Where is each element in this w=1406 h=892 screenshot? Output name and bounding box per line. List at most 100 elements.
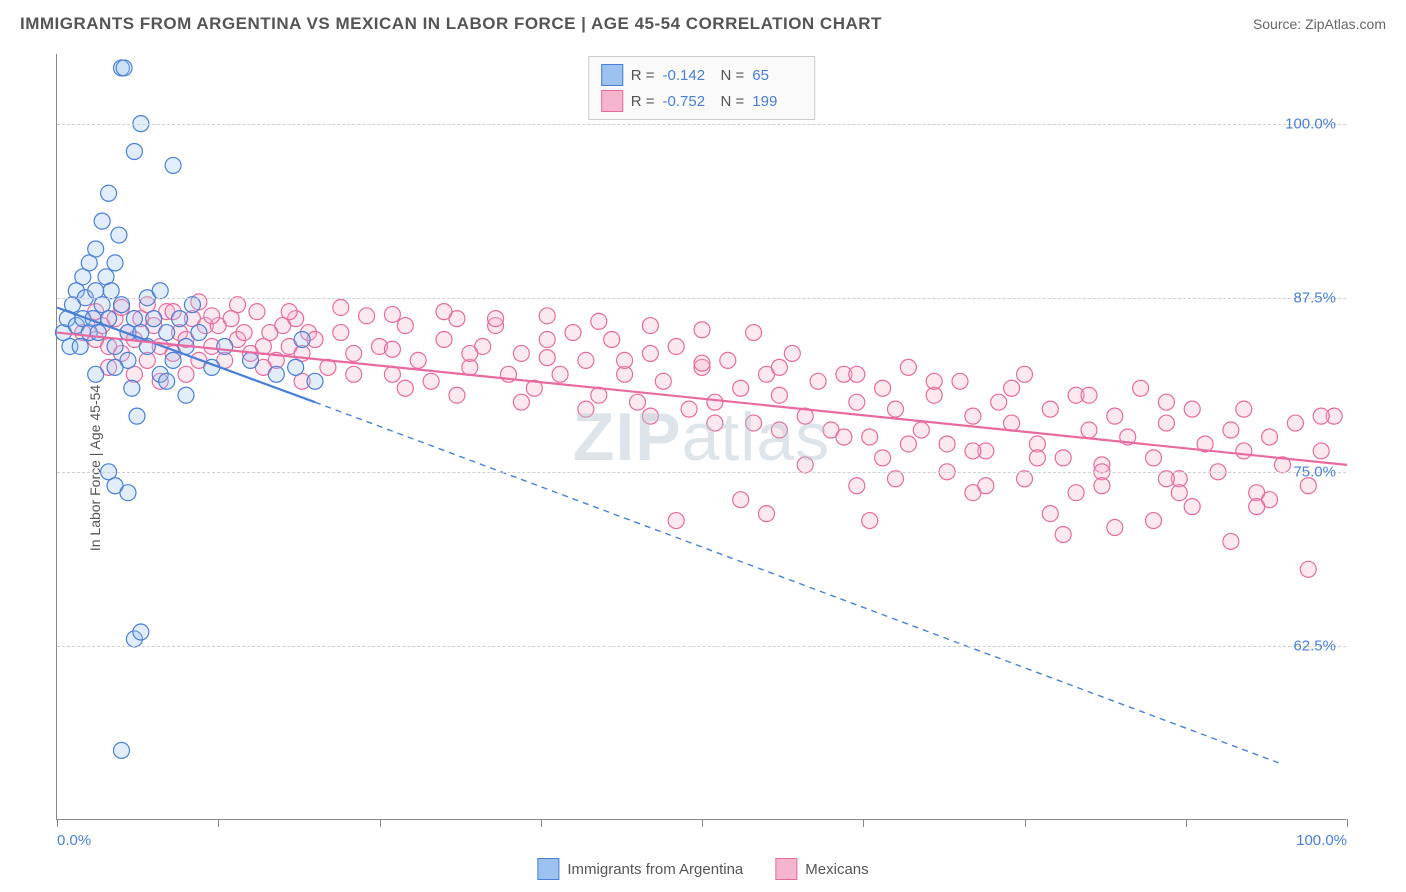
data-point	[72, 338, 88, 354]
data-point	[655, 373, 671, 389]
data-point	[784, 345, 800, 361]
data-point	[1184, 401, 1200, 417]
data-point	[539, 350, 555, 366]
data-point	[630, 394, 646, 410]
data-point	[591, 313, 607, 329]
y-tick-label: 75.0%	[1293, 463, 1336, 480]
data-point	[204, 308, 220, 324]
data-point	[642, 408, 658, 424]
data-point	[1017, 471, 1033, 487]
data-point	[1133, 380, 1149, 396]
data-point	[107, 338, 123, 354]
data-point	[1249, 499, 1265, 515]
data-point	[436, 332, 452, 348]
x-tick	[863, 819, 864, 827]
data-point	[230, 297, 246, 313]
data-point	[1107, 408, 1123, 424]
data-point	[862, 513, 878, 529]
data-point	[410, 352, 426, 368]
data-point	[849, 394, 865, 410]
data-point	[111, 227, 127, 243]
data-point	[862, 429, 878, 445]
data-point	[146, 311, 162, 327]
data-point	[133, 624, 149, 640]
data-point	[1042, 401, 1058, 417]
data-point	[116, 60, 132, 76]
swatch-argentina	[601, 64, 623, 86]
x-tick	[1347, 819, 1348, 827]
data-point	[771, 387, 787, 403]
data-point	[1146, 450, 1162, 466]
data-point	[797, 457, 813, 473]
data-point	[243, 352, 259, 368]
data-point	[1068, 485, 1084, 501]
data-point	[1004, 415, 1020, 431]
data-point	[103, 283, 119, 299]
data-point	[88, 366, 104, 382]
data-point	[165, 157, 181, 173]
data-point	[1017, 366, 1033, 382]
data-point	[875, 450, 891, 466]
correlation-legend: R = -0.142 N = 65 R = -0.752 N = 199	[588, 56, 816, 120]
data-point	[1158, 394, 1174, 410]
data-point	[178, 387, 194, 403]
data-point	[172, 311, 188, 327]
data-point	[694, 355, 710, 371]
data-point	[604, 332, 620, 348]
data-point	[565, 325, 581, 341]
data-point	[178, 366, 194, 382]
data-point	[165, 352, 181, 368]
legend-row-mexicans: R = -0.752 N = 199	[601, 88, 803, 114]
data-point	[836, 429, 852, 445]
data-point	[333, 325, 349, 341]
data-point	[384, 366, 400, 382]
data-point	[1313, 408, 1329, 424]
data-point	[288, 359, 304, 375]
data-point	[101, 185, 117, 201]
legend-row-argentina: R = -0.142 N = 65	[601, 62, 803, 88]
data-point	[1223, 422, 1239, 438]
data-point	[191, 325, 207, 341]
x-tick	[380, 819, 381, 827]
data-point	[617, 352, 633, 368]
data-point	[449, 387, 465, 403]
data-point	[939, 436, 955, 452]
data-point	[1223, 533, 1239, 549]
swatch-mexicans	[775, 858, 797, 880]
chart-title: IMMIGRANTS FROM ARGENTINA VS MEXICAN IN …	[20, 14, 882, 34]
data-point	[771, 422, 787, 438]
source-attribution: Source: ZipAtlas.com	[1253, 16, 1386, 32]
x-tick	[1186, 819, 1187, 827]
data-point	[849, 366, 865, 382]
legend-label-argentina: Immigrants from Argentina	[567, 861, 743, 878]
data-point	[1094, 478, 1110, 494]
data-point	[913, 422, 929, 438]
data-point	[159, 325, 175, 341]
x-tick	[57, 819, 58, 827]
data-point	[746, 325, 762, 341]
legend-item-argentina: Immigrants from Argentina	[537, 858, 743, 880]
data-point	[978, 478, 994, 494]
legend-item-mexicans: Mexicans	[775, 858, 868, 880]
y-tick-label: 100.0%	[1285, 115, 1336, 132]
data-point	[668, 338, 684, 354]
data-point	[888, 401, 904, 417]
legend-label-mexicans: Mexicans	[805, 861, 868, 878]
plot-area: ZIPatlas R = -0.142 N = 65 R = -0.752 N …	[56, 54, 1346, 820]
data-point	[384, 306, 400, 322]
data-point	[236, 325, 252, 341]
data-point	[875, 380, 891, 396]
data-point	[707, 394, 723, 410]
chart-container: In Labor Force | Age 45-54 ZIPatlas R = …	[0, 44, 1406, 892]
data-point	[707, 415, 723, 431]
x-tick	[1025, 819, 1026, 827]
data-point	[733, 492, 749, 508]
data-point	[124, 380, 140, 396]
data-point	[129, 408, 145, 424]
data-point	[294, 332, 310, 348]
swatch-mexicans	[601, 90, 623, 112]
data-point	[1055, 526, 1071, 542]
data-point	[126, 143, 142, 159]
data-point	[1042, 506, 1058, 522]
data-point	[217, 338, 233, 354]
